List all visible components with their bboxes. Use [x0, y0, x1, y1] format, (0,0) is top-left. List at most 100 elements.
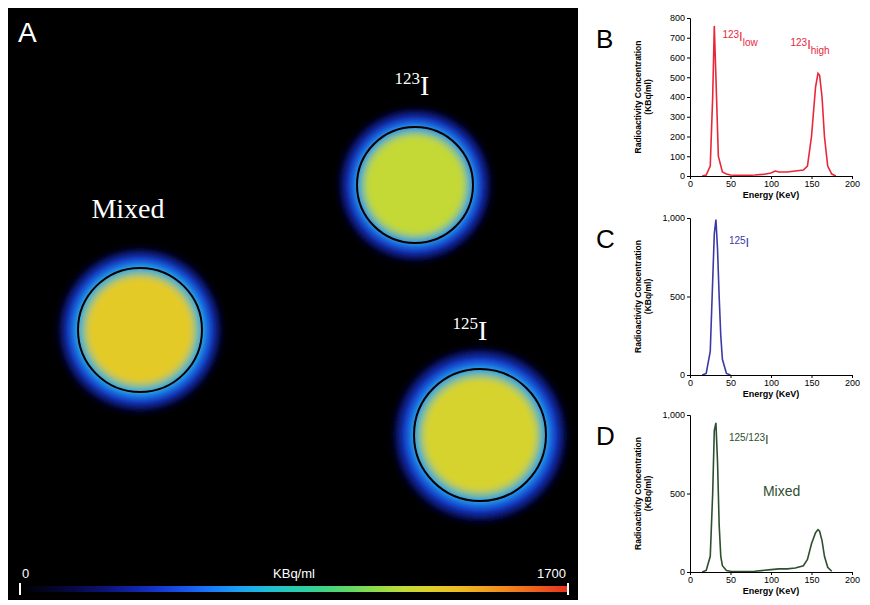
annotation: 123Ilow [722, 29, 758, 48]
tick-mark [687, 415, 690, 416]
tick: 100 [764, 176, 779, 189]
tick-label: 150 [804, 179, 819, 189]
panel-line-chart: 05010015020005001,000Radioactivity Conce… [596, 410, 860, 596]
spectrum-line [702, 220, 730, 375]
tick: 600 [670, 53, 690, 63]
x-axis: 050100150200 [688, 176, 860, 189]
title-line: (KBq/ml) [643, 279, 653, 315]
colorbar-tick-label: 0 [22, 566, 29, 581]
axis-line [687, 219, 691, 376]
tick: 100 [764, 375, 779, 388]
tick-label: 200 [845, 378, 860, 388]
tick-label: 1,000 [662, 213, 685, 223]
label-main: Mixed [763, 483, 800, 499]
tick: 0 [688, 572, 693, 585]
plot-area [702, 423, 832, 572]
panel-letter: D [596, 421, 615, 451]
label-main: I [420, 70, 429, 101]
tick: 150 [804, 375, 819, 388]
panel-image: Mixed123I125I01700KBq/mlA [8, 8, 578, 600]
tick-label: 100 [670, 152, 685, 162]
tick: 0 [688, 176, 693, 189]
region-outline [78, 268, 202, 392]
y-axis-title: Radioactivity Concentration(KBq/ml) [633, 41, 653, 154]
phantom [54, 244, 225, 415]
superscript: 123 [722, 29, 739, 40]
tick: 500 [670, 73, 690, 83]
image-background [8, 8, 578, 600]
tick-label: 200 [845, 575, 860, 585]
tick: 100 [764, 572, 779, 585]
y-axis: 05001,000 [662, 410, 690, 577]
tick-label: 200 [670, 132, 685, 142]
region-label: Mixed [91, 193, 164, 224]
tick-label: 0 [688, 575, 693, 585]
axis-line [687, 19, 691, 177]
tick-mark [687, 494, 690, 495]
tick-mark [687, 156, 690, 157]
tick-label: 700 [670, 33, 685, 43]
tick-mark [687, 58, 690, 59]
tick-label: 100 [764, 378, 779, 388]
tick-mark [687, 38, 690, 39]
label-main: I [478, 315, 487, 346]
tick-mark [687, 18, 690, 19]
tick-label: 50 [726, 179, 736, 189]
tick: 50 [726, 375, 736, 388]
spectrum-line [702, 423, 832, 572]
tick-label: 600 [670, 53, 685, 63]
tick: 200 [845, 572, 860, 585]
phantom [389, 344, 571, 526]
y-axis-title: Radioactivity Concentration(KBq/ml) [633, 240, 653, 353]
colorbar-tick [19, 583, 21, 595]
tick-mark [687, 218, 690, 219]
tick: 150 [804, 572, 819, 585]
tick-label: 500 [670, 292, 685, 302]
superscript: 123 [395, 69, 421, 88]
annotation: 125/123I [729, 432, 769, 447]
annotation: 123Ihigh [790, 37, 829, 56]
tick-label: 500 [670, 489, 685, 499]
tick-mark [687, 375, 690, 376]
panel-letter: A [18, 17, 37, 48]
colorbar-tick [567, 583, 569, 595]
x-axis: 0 50 100 150 200 [688, 572, 860, 585]
annotation-subscript: high [811, 45, 830, 56]
annotation: 125I [729, 235, 749, 250]
title-line: Radioactivity Concentration [633, 240, 643, 353]
tick-mark [687, 77, 690, 78]
tick: 150 [804, 176, 819, 189]
tick-mark [687, 176, 690, 177]
superscript: 123 [790, 37, 807, 48]
tick-label: 800 [670, 13, 685, 23]
tick: 700 [670, 33, 690, 43]
plot-area [702, 26, 836, 176]
label-main: I [765, 432, 769, 447]
superscript: 125 [453, 314, 479, 333]
tick: 0 [680, 370, 690, 380]
tick: 0 [688, 375, 693, 388]
title-line: (KBq/ml) [643, 476, 653, 512]
region-outline [414, 369, 546, 501]
tick-label: 300 [670, 112, 685, 122]
label-main: I [746, 235, 750, 250]
x-axis-title: Energy (KeV) [743, 389, 800, 399]
annotation: Mixed [763, 483, 800, 499]
superscript: 125 [729, 235, 746, 246]
title-line: (KBq/ml) [643, 79, 653, 115]
tick-label: 50 [726, 575, 736, 585]
title-line: Radioactivity Concentration [633, 41, 643, 154]
tick: 1,000 [662, 213, 690, 223]
tick-mark [687, 297, 690, 298]
region-label: 123I [395, 69, 430, 101]
colorbar-label: KBq/ml [273, 566, 315, 581]
superscript: 125/123 [729, 432, 766, 443]
tick: 0 [680, 171, 690, 181]
tick-label: 0 [680, 171, 685, 181]
tick-label: 150 [804, 378, 819, 388]
tick: 300 [670, 112, 690, 122]
tick-mark [687, 137, 690, 138]
region-label: 125I [453, 314, 488, 346]
tick-label: 50 [726, 378, 736, 388]
x-axis-title: Energy (KeV) [743, 586, 800, 596]
